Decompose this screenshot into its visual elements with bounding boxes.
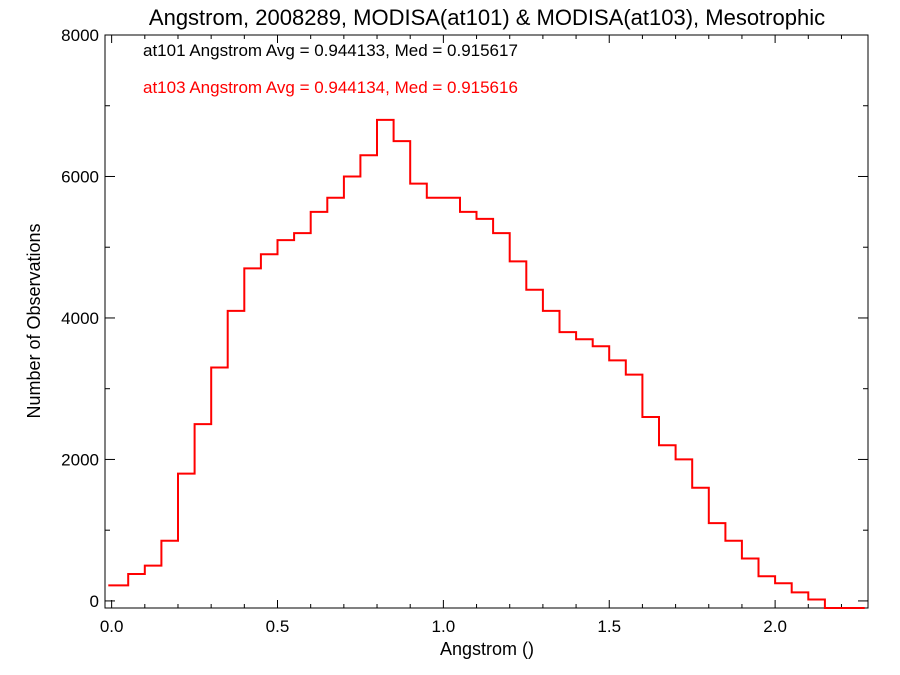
y-axis-label: Number of Observations [24,223,44,418]
x-tick-label: 2.0 [763,617,787,636]
series-layer [108,118,865,609]
plot-frame [104,34,869,609]
x-axis-ticks: 0.0 0.5 1.0 1.5 2.0 [100,35,842,636]
x-tick-label: 0.5 [266,617,290,636]
x-tick-label: 1.0 [432,617,456,636]
x-tick-label: 1.5 [597,617,621,636]
legend-annotation-at103: at103 Angstrom Avg = 0.944134, Med = 0.9… [143,78,518,97]
x-tick-label: 0.0 [100,617,124,636]
y-axis-ticks: 0 2000 4000 6000 8000 [61,26,868,611]
y-tick-label: 6000 [61,167,99,186]
y-tick-label: 2000 [61,450,99,469]
series-line-0 [108,118,865,609]
legend-annotation-at101: at101 Angstrom Avg = 0.944133, Med = 0.9… [143,41,518,60]
y-tick-label: 8000 [61,26,99,45]
x-axis-label: Angstrom () [440,639,534,659]
chart-title: Angstrom, 2008289, MODISA(at101) & MODIS… [149,5,825,30]
y-tick-label: 4000 [61,309,99,328]
y-tick-label: 0 [90,592,99,611]
